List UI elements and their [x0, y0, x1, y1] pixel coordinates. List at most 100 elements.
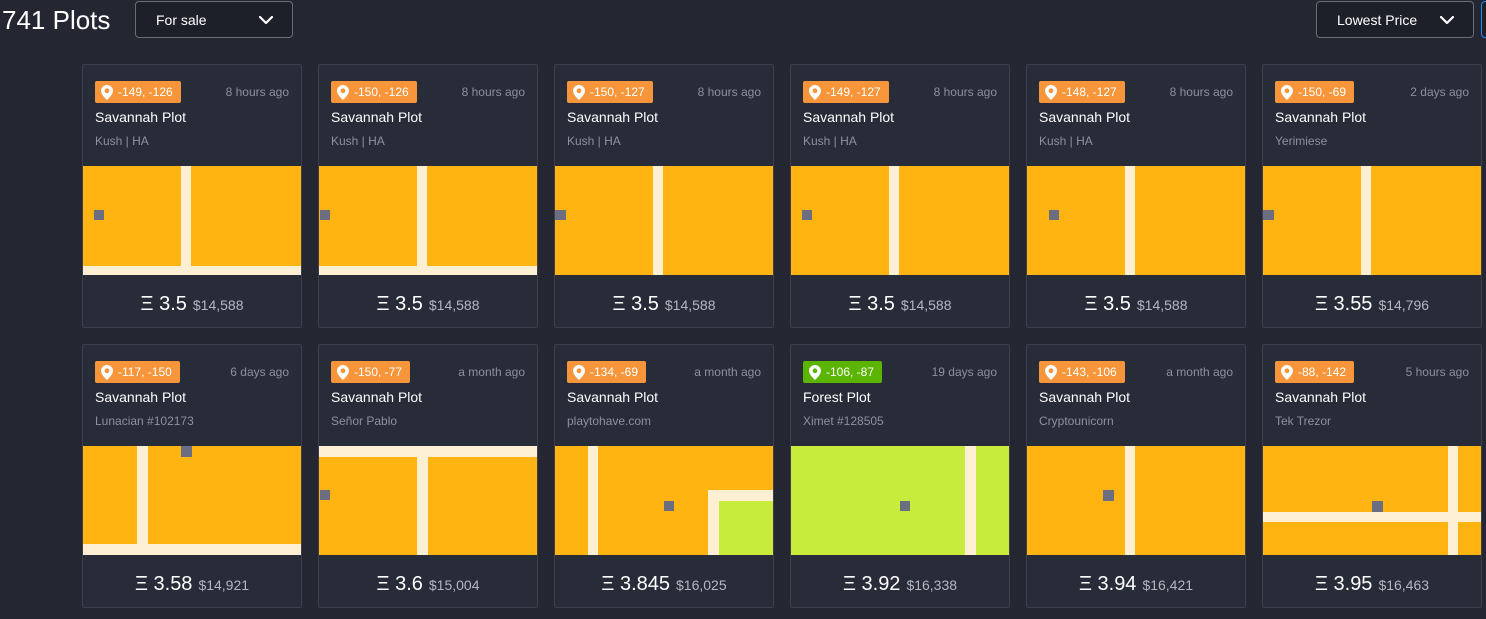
plot-type: Savannah Plot: [1039, 389, 1131, 405]
price-row: Ξ 3.845 $16,025: [555, 573, 773, 597]
price-row: Ξ 3.58 $14,921: [83, 573, 301, 597]
owner-name: Kush | HA: [95, 134, 149, 148]
plot-card[interactable]: -150, -69 2 days ago Savannah Plot Yerim…: [1262, 64, 1482, 328]
price-row: Ξ 3.55 $14,796: [1263, 293, 1481, 317]
price-row: Ξ 3.5 $14,588: [791, 293, 1009, 317]
plot-count: 741 Plots: [2, 5, 111, 35]
price-eth: Ξ 3.6: [376, 573, 423, 595]
filter-select[interactable]: For sale: [135, 1, 293, 38]
price-usd: $14,796: [1378, 297, 1430, 313]
price-usd: $14,588: [428, 297, 480, 313]
plot-map-image: [1263, 166, 1481, 275]
price-usd: $14,588: [192, 297, 244, 313]
owner-name: playtohave.com: [567, 414, 652, 428]
price-eth: Ξ 3.5: [376, 293, 423, 315]
coord-text: -150, -77: [354, 365, 403, 379]
plot-map-image: [791, 166, 1009, 275]
price-eth: Ξ 3.92: [842, 573, 901, 595]
listed-time: 8 hours ago: [225, 85, 289, 99]
coord-badge: -143, -106: [1039, 361, 1125, 383]
plot-card[interactable]: -150, -77 a month ago Savannah Plot Seño…: [318, 344, 538, 608]
plot-card[interactable]: -117, -150 6 days ago Savannah Plot Luna…: [82, 344, 302, 608]
plot-type: Savannah Plot: [331, 109, 423, 125]
price-row: Ξ 3.95 $16,463: [1263, 573, 1481, 597]
plot-card[interactable]: -149, -126 8 hours ago Savannah Plot Kus…: [82, 64, 302, 328]
map-pin-icon: [1281, 84, 1293, 100]
price-usd: $16,025: [676, 577, 727, 593]
coord-badge: -149, -127: [803, 81, 889, 103]
listed-time: 5 hours ago: [1405, 365, 1469, 379]
coord-badge: -149, -126: [95, 81, 181, 103]
price-row: Ξ 3.6 $15,004: [319, 573, 537, 597]
owner-name: Lunacian #102173: [95, 414, 194, 428]
plot-card[interactable]: -88, -142 5 hours ago Savannah Plot Tek …: [1262, 344, 1482, 608]
map-pin-icon: [337, 364, 349, 380]
coord-badge: -150, -126: [331, 81, 417, 103]
price-row: Ξ 3.92 $16,338: [791, 573, 1009, 597]
owner-name: Kush | HA: [803, 134, 857, 148]
listed-time: 8 hours ago: [933, 85, 997, 99]
price-eth: Ξ 3.5: [612, 293, 659, 315]
map-pin-icon: [573, 364, 585, 380]
price-row: Ξ 3.94 $16,421: [1027, 573, 1245, 597]
plot-map-image: [1027, 446, 1245, 555]
price-eth: Ξ 3.5: [1084, 293, 1131, 315]
price-usd: $14,588: [1136, 297, 1188, 313]
plot-map-image: [83, 446, 301, 555]
listed-time: a month ago: [694, 365, 761, 379]
plot-map-image: [555, 446, 773, 555]
plot-type: Savannah Plot: [567, 109, 659, 125]
sort-select-label: Lowest Price: [1337, 12, 1418, 28]
plot-card[interactable]: -148, -127 8 hours ago Savannah Plot Kus…: [1026, 64, 1246, 328]
listed-time: a month ago: [1166, 365, 1233, 379]
coord-text: -134, -69: [590, 365, 639, 379]
coord-text: -150, -126: [354, 85, 409, 99]
plot-card[interactable]: -106, -87 19 days ago Forest Plot Ximet …: [790, 344, 1010, 608]
owner-name: Ximet #128505: [803, 414, 884, 428]
coord-badge: -150, -127: [567, 81, 653, 103]
price-usd: $16,421: [1142, 577, 1194, 593]
plot-type: Savannah Plot: [1275, 109, 1367, 125]
map-pin-icon: [809, 84, 821, 100]
plot-type: Savannah Plot: [1039, 109, 1131, 125]
listed-time: 2 days ago: [1410, 85, 1469, 99]
sort-select[interactable]: Lowest Price: [1316, 1, 1474, 38]
listed-time: a month ago: [458, 365, 525, 379]
coord-text: -150, -127: [590, 85, 645, 99]
owner-name: Kush | HA: [567, 134, 621, 148]
coord-badge: -148, -127: [1039, 81, 1125, 103]
plot-card[interactable]: -134, -69 a month ago Savannah Plot play…: [554, 344, 774, 608]
price-row: Ξ 3.5 $14,588: [319, 293, 537, 317]
coord-text: -143, -106: [1062, 365, 1117, 379]
map-pin-icon: [101, 84, 113, 100]
coord-badge: -150, -69: [1275, 81, 1355, 103]
price-eth: Ξ 3.5: [140, 293, 187, 315]
coord-text: -148, -127: [1062, 85, 1117, 99]
plot-map-image: [555, 166, 773, 275]
listed-time: 8 hours ago: [1169, 85, 1233, 99]
plot-type: Savannah Plot: [95, 389, 187, 405]
plot-map-image: [83, 166, 301, 275]
plot-card[interactable]: -143, -106 a month ago Savannah Plot Cry…: [1026, 344, 1246, 608]
price-eth: Ξ 3.94: [1078, 573, 1137, 595]
price-usd: $16,463: [1378, 577, 1430, 593]
coord-text: -149, -126: [118, 85, 173, 99]
coord-badge: -88, -142: [1275, 361, 1355, 383]
owner-name: Yerimiese: [1275, 134, 1328, 148]
view-toggle-button[interactable]: [1481, 1, 1486, 38]
coord-text: -106, -87: [826, 365, 875, 379]
plot-map-image: [319, 446, 537, 555]
price-usd: $14,588: [664, 297, 716, 313]
owner-name: Tek Trezor: [1275, 414, 1332, 428]
owner-name: Kush | HA: [331, 134, 385, 148]
map-pin-icon: [1045, 364, 1057, 380]
listed-time: 8 hours ago: [697, 85, 761, 99]
coord-badge: -117, -150: [95, 361, 180, 383]
plot-card[interactable]: -149, -127 8 hours ago Savannah Plot Kus…: [790, 64, 1010, 328]
price-eth: Ξ 3.58: [134, 573, 193, 595]
owner-name: Kush | HA: [1039, 134, 1093, 148]
plot-card[interactable]: -150, -127 8 hours ago Savannah Plot Kus…: [554, 64, 774, 328]
coord-text: -117, -150: [118, 365, 172, 379]
plot-card[interactable]: -150, -126 8 hours ago Savannah Plot Kus…: [318, 64, 538, 328]
coord-badge: -134, -69: [567, 361, 647, 383]
